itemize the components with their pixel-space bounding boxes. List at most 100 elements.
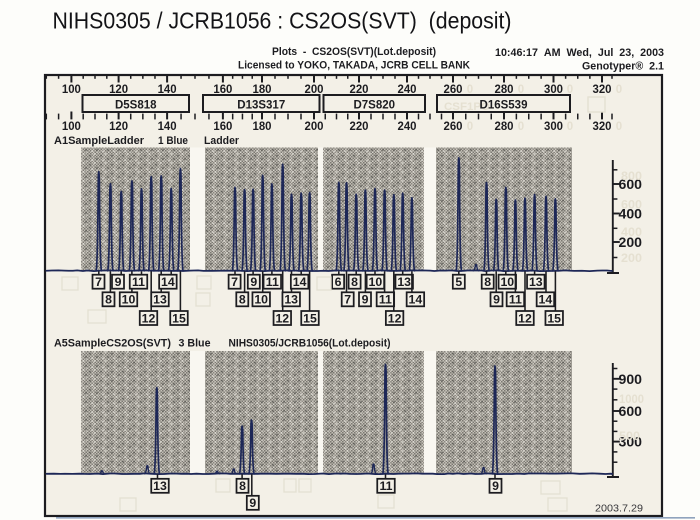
svg-text:3 Blue: 3 Blue [179,338,211,350]
svg-text:8: 8 [484,275,491,289]
svg-text:320: 320 [593,121,612,133]
svg-text:200: 200 [305,84,324,96]
svg-text:0: 0 [467,121,473,133]
svg-text:180: 180 [253,84,272,96]
svg-text:600: 600 [621,198,642,212]
svg-text:Genotyper® 2.1: Genotyper® 2.1 [582,61,664,73]
svg-text:8: 8 [351,275,358,289]
svg-text:D13S317: D13S317 [237,100,285,112]
svg-text:13: 13 [397,275,411,289]
svg-text:11: 11 [380,479,393,493]
svg-text:9: 9 [249,496,256,510]
svg-text:300: 300 [619,434,643,450]
svg-text:12: 12 [518,311,532,325]
svg-text:240: 240 [398,121,417,133]
svg-text:14: 14 [161,275,175,289]
svg-text:500: 500 [619,429,640,443]
svg-text:D16S539: D16S539 [480,100,528,112]
svg-text:120: 120 [109,84,128,96]
svg-text:15: 15 [547,311,561,325]
svg-text:900: 900 [619,371,643,387]
svg-text:TH01: TH01 [242,100,272,112]
svg-text:Ladder: Ladder [204,135,240,147]
svg-text:800: 800 [621,169,642,183]
svg-text:11: 11 [379,293,392,307]
svg-text:220: 220 [350,121,369,133]
svg-text:6: 6 [335,275,342,289]
svg-text:A5SampleCS2OS(SVT): A5SampleCS2OS(SVT) [54,338,171,350]
svg-text:7: 7 [231,275,238,289]
svg-text:11: 11 [509,293,522,307]
svg-text:120: 120 [109,121,128,133]
svg-text:140: 140 [158,84,177,96]
svg-text:10:46:17 AM Wed, Jul 23,: 10:46:17 AM Wed, Jul 23, 2003 [495,47,664,59]
svg-text:0: 0 [567,121,573,133]
svg-text:9: 9 [493,293,500,307]
svg-text:260: 260 [444,121,463,133]
svg-text:11: 11 [266,275,279,289]
svg-text:260: 260 [444,84,463,96]
svg-text:200: 200 [619,234,643,250]
svg-text:8: 8 [239,293,246,307]
svg-text:0: 0 [616,84,622,96]
svg-text:160: 160 [213,121,232,133]
svg-text:600: 600 [619,176,643,192]
svg-text:8: 8 [239,479,246,493]
svg-text:300: 300 [544,84,563,96]
svg-text:9: 9 [492,479,499,493]
svg-text:280: 280 [495,84,514,96]
svg-text:Licensed to YOKO, TAKADA, JCRB: Licensed to YOKO, TAKADA, JCRB CELL BANK [238,60,470,72]
svg-text:9: 9 [362,293,369,307]
svg-text:12: 12 [142,311,156,325]
svg-text:13: 13 [284,293,298,307]
svg-text:9: 9 [115,275,122,289]
svg-text:11: 11 [132,275,145,289]
svg-text:14: 14 [293,275,307,289]
svg-text:Plots - CS2OS(SVT)(Lot.depos: Plots - CS2OS(SVT)(Lot.deposit) [272,46,436,58]
svg-text:10: 10 [122,293,136,307]
svg-text:D5S818: D5S818 [115,100,157,112]
svg-text:7: 7 [95,275,102,289]
svg-text:160: 160 [213,84,232,96]
svg-text:A1SampleLadder: A1SampleLadder [54,135,145,147]
svg-text:0: 0 [467,84,473,96]
svg-text:12: 12 [388,311,402,325]
svg-text:600: 600 [619,403,643,419]
svg-text:1000: 1000 [619,392,644,406]
svg-text:13: 13 [153,293,167,307]
svg-text:NIHS0305/JCRB1056(Lot.deposit): NIHS0305/JCRB1056(Lot.deposit) [229,338,391,350]
svg-text:CSF1PO: CSF1PO [444,101,490,113]
svg-text:12: 12 [275,311,289,325]
svg-text:280: 280 [495,121,514,133]
svg-text:5: 5 [455,275,462,289]
svg-text:14: 14 [409,293,423,307]
svg-text:15: 15 [303,311,317,325]
svg-text:10: 10 [254,293,268,307]
svg-text:300: 300 [544,121,563,133]
svg-text:100: 100 [62,84,81,96]
svg-text:10: 10 [500,275,514,289]
svg-text:7: 7 [344,293,351,307]
svg-text:15: 15 [172,311,186,325]
svg-text:2003.7.29: 2003.7.29 [595,503,643,515]
svg-text:D7S820: D7S820 [353,100,395,112]
svg-text:14: 14 [539,293,553,307]
svg-text:8: 8 [105,293,112,307]
svg-text:0: 0 [518,121,524,133]
svg-text:0: 0 [616,121,622,133]
svg-text:13: 13 [153,479,167,493]
svg-text:200: 200 [305,121,324,133]
svg-text:0: 0 [567,84,573,96]
svg-text:13: 13 [529,275,543,289]
svg-text:140: 140 [158,121,177,133]
svg-text:NIHS0305 / JCRB1056 : CS2OS(SV: NIHS0305 / JCRB1056 : CS2OS(SVT) (deposi… [53,8,512,34]
svg-text:100: 100 [62,121,81,133]
svg-text:0: 0 [518,84,524,96]
svg-text:220: 220 [350,84,369,96]
svg-text:180: 180 [253,121,272,133]
svg-text:320: 320 [593,84,612,96]
svg-text:400: 400 [621,225,642,239]
svg-text:9: 9 [250,275,257,289]
svg-text:400: 400 [619,206,643,222]
svg-text:10: 10 [369,275,383,289]
